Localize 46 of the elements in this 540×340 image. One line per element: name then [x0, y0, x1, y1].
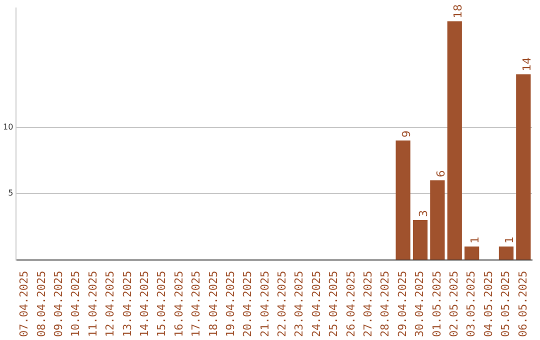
x-tick-label: 12.04.2025	[104, 270, 117, 338]
y-tick-label: 10	[2, 122, 14, 132]
x-tick-label: 27.04.2025	[362, 270, 375, 338]
x-tick-label: 22.04.2025	[276, 270, 289, 338]
x-tick-label: 02.05.2025	[447, 270, 460, 338]
bar	[498, 246, 514, 260]
x-tick-label: 10.04.2025	[69, 270, 82, 338]
bar	[516, 74, 531, 260]
x-tick-label: 28.04.2025	[378, 270, 392, 338]
x-tick-label: 26.04.2025	[344, 270, 358, 338]
x-tick-label: 14.04.2025	[138, 270, 151, 338]
bar	[396, 140, 410, 260]
x-tick-label: 30.04.2025	[413, 270, 426, 338]
x-tick-label: 20.04.2025	[241, 270, 254, 338]
x-tick-label: 04.05.2025	[482, 270, 495, 338]
data-label: 6	[434, 170, 448, 178]
x-tick-label: 13.04.2025	[120, 270, 134, 338]
x-tick-label: 15.04.2025	[155, 270, 168, 338]
x-tick-label: 05.05.2025	[499, 270, 512, 338]
data-label: 3	[417, 210, 430, 218]
x-tick-label: 16.04.2025	[172, 270, 186, 338]
data-label: 18	[451, 4, 464, 18]
bar	[430, 180, 445, 260]
x-tick-label: 18.04.2025	[206, 270, 220, 338]
x-tick-label: 08.04.2025	[34, 270, 48, 338]
x-tick-label: 17.04.2025	[190, 270, 203, 338]
x-tick-label: 01.05.2025	[430, 270, 444, 338]
data-label: 14	[520, 57, 534, 72]
data-label: 1	[503, 236, 516, 244]
x-tick-label: 09.04.2025	[52, 270, 66, 338]
x-tick-label: 19.04.2025	[224, 270, 237, 338]
bar	[447, 21, 462, 260]
data-label: 1	[468, 236, 482, 244]
x-tick-label: 29.04.2025	[396, 270, 409, 338]
x-tick-label: 25.04.2025	[327, 270, 340, 338]
x-tick-label: 24.04.2025	[310, 270, 323, 338]
x-tick-label: 23.04.2025	[292, 270, 306, 338]
x-tick-label: 21.04.2025	[258, 270, 272, 338]
x-tick-label: 11.04.2025	[86, 270, 100, 338]
x-tick-label: 06.05.2025	[516, 270, 530, 338]
y-tick-label: 5	[8, 188, 14, 198]
data-label: 9	[400, 130, 413, 138]
bar	[412, 220, 428, 260]
x-tick-label: 07.04.2025	[18, 270, 31, 338]
x-tick-label: 03.05.2025	[464, 270, 478, 338]
bar	[464, 246, 480, 260]
